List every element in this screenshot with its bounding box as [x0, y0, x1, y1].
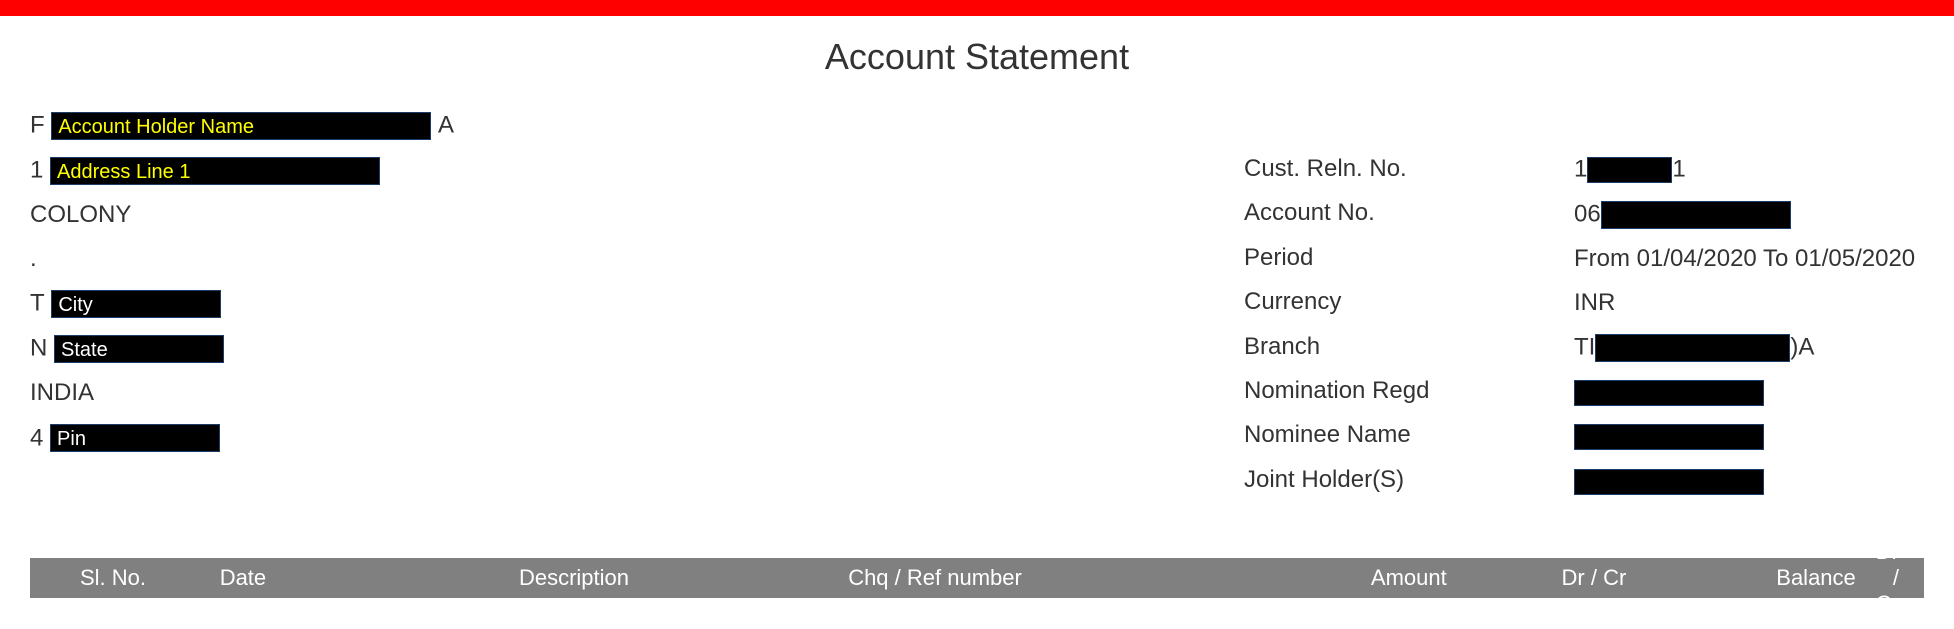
addr-prefix-peek: 1: [30, 156, 43, 183]
pin-row: 4 Pin: [30, 416, 939, 461]
period-label: Period: [1244, 236, 1574, 280]
name-suffix-peek: A: [438, 111, 454, 138]
page-title: Account Statement: [0, 36, 1954, 78]
period-value: From 01/04/2020 To 01/05/2020: [1574, 237, 1924, 281]
holder-name-row: F Account Holder Name A: [30, 103, 939, 148]
state-prefix-peek: N: [30, 335, 47, 362]
customer-address-block: F Account Holder Name A 1 Address Line 1…: [30, 103, 939, 503]
state-row: N State: [30, 326, 939, 371]
currency-value: INR: [1574, 281, 1924, 325]
content-area: F Account Holder Name A 1 Address Line 1…: [0, 103, 1954, 598]
branch-value: TI )A: [1574, 325, 1924, 370]
account-details-block: Cust. Reln. No. Account No. Period Curre…: [1015, 103, 1924, 503]
col-chq: Chq / Ref number: [838, 565, 1197, 591]
account-prefix: 06: [1574, 200, 1601, 227]
address-redaction: Address Line 1: [50, 157, 380, 185]
city-row: T City: [30, 281, 939, 326]
currency-label: Currency: [1244, 280, 1574, 324]
account-redaction: [1601, 201, 1791, 229]
nominee-label: Nominee Name: [1244, 413, 1574, 457]
name-redaction: Account Holder Name: [51, 112, 431, 140]
nomination-value: [1574, 370, 1924, 414]
account-no-value: 06: [1574, 192, 1924, 237]
nomination-redaction: [1574, 380, 1764, 406]
joint-redaction: [1574, 469, 1764, 495]
cust-reln-prefix: 1: [1574, 155, 1587, 182]
name-prefix-peek: F: [30, 111, 45, 138]
col-sl: Sl. No.: [30, 565, 210, 591]
branch-redaction: [1595, 334, 1790, 362]
transactions-table-header: Sl. No. Date Description Chq / Ref numbe…: [30, 558, 1924, 598]
col-desc: Description: [509, 565, 838, 591]
cust-reln-redaction: [1587, 157, 1672, 183]
colony-row: COLONY: [30, 193, 939, 237]
branch-label: Branch: [1244, 325, 1574, 369]
nomination-label: Nomination Regd: [1244, 369, 1574, 413]
joint-label: Joint Holder(S): [1244, 458, 1574, 502]
nominee-value: [1574, 415, 1924, 459]
state-redaction: State: [54, 335, 224, 363]
address-line1-row: 1 Address Line 1: [30, 148, 939, 193]
col-date: Date: [210, 565, 509, 591]
red-top-bar: [0, 0, 1954, 16]
cust-reln-label: Cust. Reln. No.: [1244, 147, 1574, 191]
cust-reln-suffix: 1: [1672, 155, 1685, 182]
dot-row: .: [30, 237, 939, 281]
country-row: INDIA: [30, 371, 939, 415]
col-drcr1: Dr / Cr: [1457, 565, 1637, 591]
col-drcr2: Dr / Cr: [1866, 539, 1924, 617]
city-redaction: City: [51, 290, 221, 318]
account-no-label: Account No.: [1244, 191, 1574, 235]
pin-redaction: Pin: [50, 424, 220, 452]
pin-prefix-peek: 4: [30, 424, 43, 451]
city-prefix-peek: T: [30, 290, 45, 317]
col-balance: Balance: [1636, 565, 1865, 591]
branch-prefix: TI: [1574, 334, 1595, 361]
cust-reln-value: 11: [1574, 147, 1924, 192]
branch-suffix: )A: [1790, 334, 1814, 361]
joint-value: [1574, 459, 1924, 503]
nominee-redaction: [1574, 424, 1764, 450]
col-amount: Amount: [1197, 565, 1456, 591]
